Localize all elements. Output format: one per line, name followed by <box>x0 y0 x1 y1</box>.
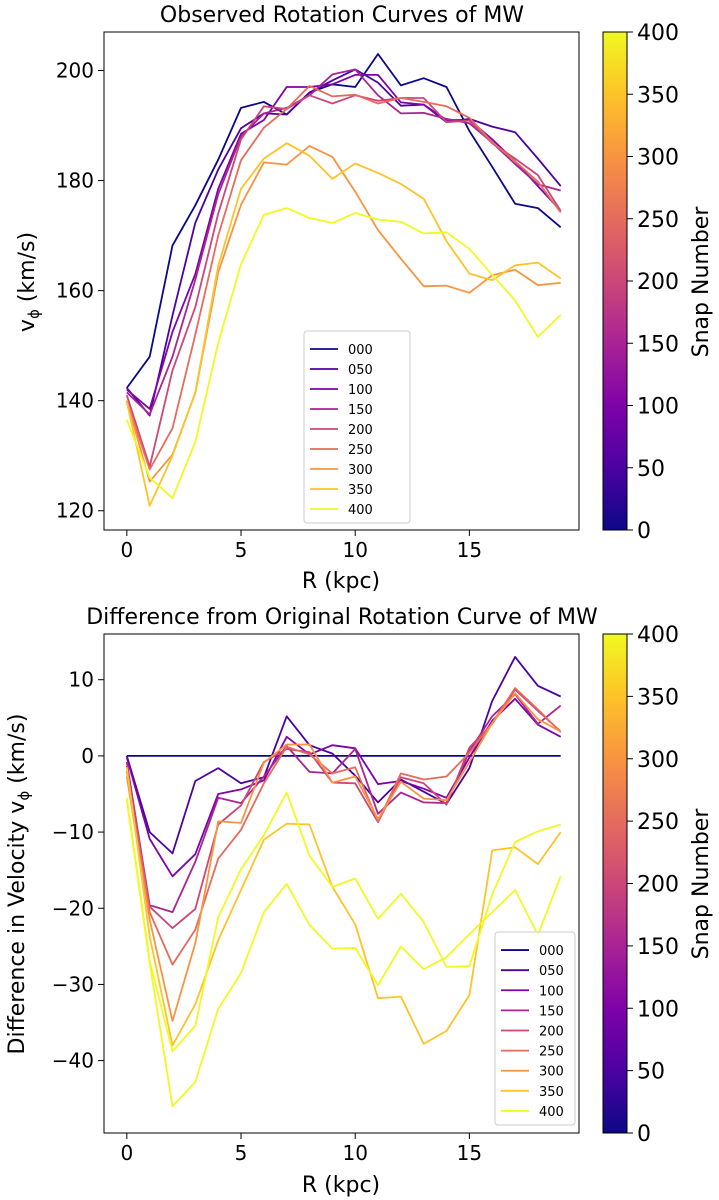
legend-label: 200 <box>539 1025 564 1040</box>
panel-velocity-difference: Difference from Original Rotation Curve … <box>5 605 714 1198</box>
x-tick-label: 0 <box>120 538 133 562</box>
series-line-250 <box>125 687 562 966</box>
tick-layer: 0 5 10 15 120 140 160 180 200 <box>56 59 482 562</box>
colorbar-tick-label: 0 <box>637 1122 651 1147</box>
y-axis-label: Difference in Velocity vϕ (km/s) <box>5 714 33 1055</box>
colorbar-tick-label: 400 <box>637 21 679 46</box>
x-tick-label: 15 <box>457 538 482 562</box>
colorbar: Snap Number 0 50 100 150 200 250 300 350 400 <box>602 623 714 1147</box>
legend-label: 250 <box>539 1045 564 1060</box>
series-layer <box>125 656 562 1108</box>
y-tick-label: 160 <box>56 279 94 303</box>
series-line-extra-400 <box>125 799 562 1108</box>
legend-label: 350 <box>348 483 373 498</box>
chart-title: Observed Rotation Curves of MW <box>160 3 524 28</box>
legend-label: 100 <box>539 984 564 999</box>
legend-box <box>494 931 576 1126</box>
colorbar-tick-label: 250 <box>637 208 679 233</box>
legend-label: 150 <box>539 1004 564 1019</box>
colorbar-tick-label: 50 <box>637 457 665 482</box>
colorbar-tick-label: 0 <box>637 519 651 544</box>
colorbar-tick-label: 150 <box>637 332 679 357</box>
legend-label: 400 <box>348 503 373 518</box>
legend-label: 000 <box>348 343 373 358</box>
legend-label: 050 <box>539 964 564 979</box>
legend-label: 350 <box>539 1085 564 1100</box>
y-tick-label: 200 <box>56 59 94 83</box>
legend: 000 050 100 150 200 250 300 350 400 <box>494 931 576 1126</box>
series-line-000 <box>126 53 562 389</box>
series-line-300 <box>125 692 562 1022</box>
x-tick-label: 5 <box>235 1141 248 1165</box>
colorbar-tick-label: 100 <box>637 395 679 420</box>
plot-frame <box>103 31 580 531</box>
legend-label: 300 <box>348 463 373 478</box>
series-line-150 <box>125 693 562 913</box>
series-line-400 <box>125 791 561 1053</box>
legend-label: 050 <box>348 363 373 378</box>
colorbar-tick-label: 250 <box>637 810 679 835</box>
legend-label: 300 <box>539 1065 564 1080</box>
y-axis-label: vϕ (km/s) <box>15 232 43 332</box>
x-tick-label: 15 <box>457 1141 482 1165</box>
y-tick-label: 0 <box>81 744 94 768</box>
colorbar-tick-label: 50 <box>637 1060 665 1085</box>
colorbar-label: Snap Number <box>689 206 714 358</box>
x-tick-label: 10 <box>342 538 367 562</box>
x-axis-label: R (kpc) <box>302 1173 380 1198</box>
x-tick-label: 5 <box>235 538 248 562</box>
legend: 000 050 100 150 200 250 300 350 400 <box>303 330 411 524</box>
colorbar-tick-label: 300 <box>637 146 679 171</box>
legend-label: 150 <box>348 403 373 418</box>
colorbar-tick-label: 200 <box>637 270 679 295</box>
series-layer <box>125 53 562 507</box>
series-line-050 <box>126 68 562 417</box>
legend-label: 000 <box>539 944 564 959</box>
legend-label: 250 <box>348 443 373 458</box>
colorbar: Snap Number 0 50 100 150 200 250 300 350 400 <box>602 21 714 544</box>
legend-box <box>303 330 411 524</box>
y-tick-label: 120 <box>56 499 94 523</box>
series-line-400 <box>125 207 562 500</box>
legend-label: 400 <box>539 1105 564 1120</box>
y-tick-label: −20 <box>52 896 94 920</box>
y-tick-label: −30 <box>52 972 94 996</box>
series-line-350 <box>125 142 562 507</box>
colorbar-tick-label: 150 <box>637 935 679 960</box>
colorbar-tick-label: 400 <box>637 623 679 648</box>
colorbar-tick-label: 300 <box>637 748 679 773</box>
y-tick-label: −10 <box>52 820 94 844</box>
colorbar-gradient <box>602 31 628 531</box>
plot-frame <box>103 633 580 1134</box>
series-line-050 <box>125 656 562 855</box>
y-tick-label: −40 <box>52 1049 94 1073</box>
chart-title: Difference from Original Rotation Curve … <box>86 605 598 630</box>
legend-label: 100 <box>348 383 373 398</box>
y-tick-label: 180 <box>56 169 94 193</box>
series-line-250 <box>125 85 562 471</box>
series-line-350 <box>125 767 562 1047</box>
x-axis-label: R (kpc) <box>302 569 380 594</box>
tick-layer: 0 5 10 15 −40 −30 −20 −10 0 10 <box>52 668 482 1165</box>
series-line-200 <box>125 94 562 468</box>
colorbar-tick-label: 350 <box>637 83 679 108</box>
colorbar-tick-label: 100 <box>637 997 679 1022</box>
x-tick-label: 0 <box>120 1141 133 1165</box>
panel-rotation-curves: Observed Rotation Curves of MW R (kpc) v… <box>15 3 714 594</box>
colorbar-tick-label: 350 <box>637 685 679 710</box>
y-tick-label: 10 <box>69 668 94 692</box>
series-line-100 <box>126 74 562 410</box>
legend-label: 200 <box>348 423 373 438</box>
y-tick-label: 140 <box>56 389 94 413</box>
colorbar-tick-label: 200 <box>637 873 679 898</box>
series-line-200 <box>125 688 562 929</box>
colorbar-label: Snap Number <box>689 808 714 960</box>
x-tick-label: 10 <box>342 1141 367 1165</box>
colorbar-gradient <box>602 633 628 1134</box>
